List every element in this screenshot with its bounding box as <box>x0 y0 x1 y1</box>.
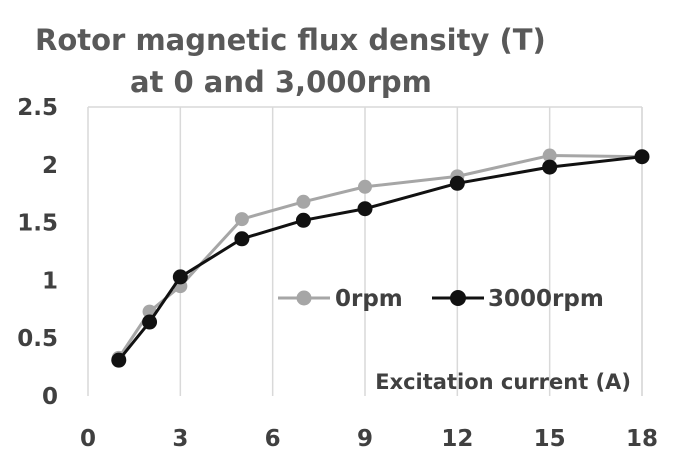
data-point-0rpm <box>296 194 311 209</box>
x-tick-label: 18 <box>626 426 658 452</box>
y-tick-label: 0.5 <box>17 326 58 352</box>
legend: 0rpm 3000rpm <box>278 286 604 312</box>
data-point-0rpm <box>542 148 557 163</box>
data-point-3000rpm <box>295 212 311 228</box>
x-tick-label: 12 <box>441 426 473 452</box>
y-tick-label: 2.5 <box>17 95 58 121</box>
legend-label-0rpm: 0rpm <box>335 286 403 312</box>
legend-label-3000rpm: 3000rpm <box>488 286 604 312</box>
y-tick-label: 2 <box>42 153 58 179</box>
y-tick-label: 1 <box>42 268 58 294</box>
chart-title-line2: at 0 and 3,000rpm <box>130 65 432 99</box>
series-layer <box>111 148 650 368</box>
x-tick-label: 3 <box>172 426 188 452</box>
y-tick-label: 1.5 <box>17 211 58 237</box>
legend-marker-0rpm <box>296 290 312 306</box>
data-point-3000rpm <box>634 149 650 165</box>
data-point-3000rpm <box>172 269 188 285</box>
tick-layer: 0 3 6 9 12 15 18 0 0.5 1 1.5 2 2.5 <box>17 95 658 452</box>
legend-marker-3000rpm <box>450 290 466 306</box>
data-point-3000rpm <box>111 352 127 368</box>
y-tick-label: 0 <box>42 384 58 410</box>
data-point-0rpm <box>234 212 249 227</box>
x-tick-label: 15 <box>534 426 566 452</box>
x-tick-label: 0 <box>80 426 96 452</box>
data-point-3000rpm <box>234 231 250 247</box>
chart-title-line1: Rotor magnetic flux density (T) <box>35 23 546 57</box>
x-tick-label: 9 <box>357 426 373 452</box>
x-axis-label: Excitation current (A) <box>375 370 631 394</box>
data-point-3000rpm <box>142 314 158 330</box>
data-point-0rpm <box>358 179 372 194</box>
data-point-3000rpm <box>542 159 558 175</box>
x-tick-label: 6 <box>265 426 281 452</box>
data-point-3000rpm <box>357 201 373 217</box>
data-point-3000rpm <box>449 175 465 191</box>
